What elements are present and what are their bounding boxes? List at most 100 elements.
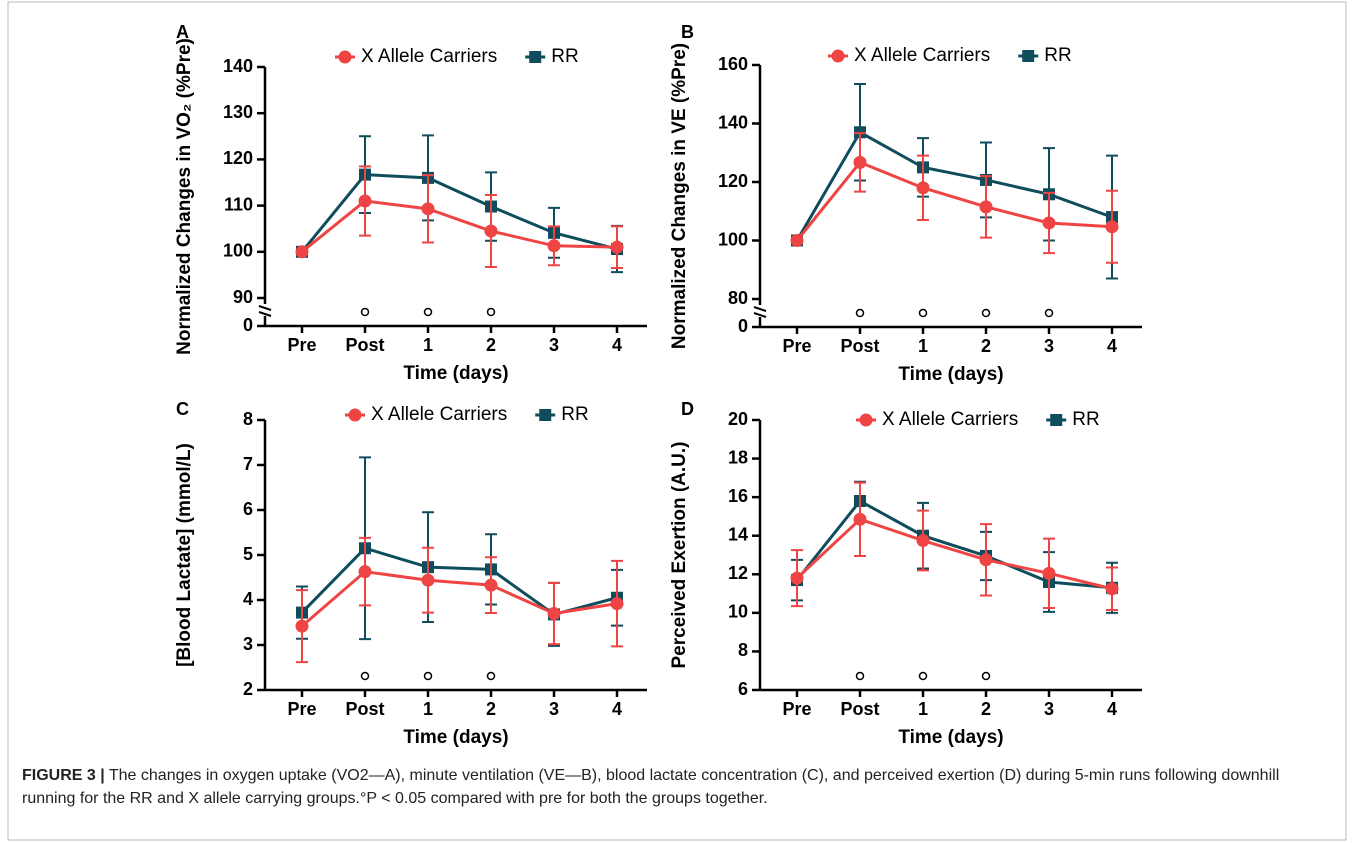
x-tick-label: 2 bbox=[486, 699, 496, 719]
y-tick-label: 140 bbox=[718, 112, 748, 132]
x-tick-label: Pre bbox=[287, 699, 316, 719]
significance-marker bbox=[981, 671, 991, 681]
significance-marker bbox=[918, 671, 928, 681]
x-tick-label: 3 bbox=[1044, 699, 1054, 719]
y-tick-label: 6 bbox=[243, 499, 253, 519]
y-tick-label: 6 bbox=[738, 679, 748, 699]
legend-marker bbox=[1022, 50, 1035, 62]
y-tick-label: 14 bbox=[728, 524, 748, 544]
significance-marker bbox=[486, 307, 496, 317]
x-tick-label: 1 bbox=[423, 335, 433, 355]
data-point bbox=[610, 597, 624, 611]
data-point bbox=[547, 239, 561, 253]
y-tick-label: 120 bbox=[718, 171, 748, 191]
x-tick-label: 1 bbox=[918, 699, 928, 719]
x-tick-label: 4 bbox=[612, 335, 622, 355]
data-point bbox=[790, 571, 804, 585]
data-point bbox=[916, 181, 930, 195]
significance-marker bbox=[1044, 308, 1054, 318]
x-tick-label: Pre bbox=[782, 336, 811, 356]
x-tick-label: 3 bbox=[549, 335, 559, 355]
data-point bbox=[979, 200, 993, 214]
x-tick-label: Post bbox=[345, 699, 384, 719]
significance-marker bbox=[486, 671, 496, 681]
series-line bbox=[301, 199, 618, 253]
panel-letter: B bbox=[681, 22, 694, 42]
series-line bbox=[301, 570, 618, 628]
legend-label: X Allele Carriers bbox=[361, 46, 497, 67]
data-point bbox=[295, 245, 309, 259]
series-line bbox=[795, 517, 1113, 591]
y-tick-label: 140 bbox=[223, 56, 253, 76]
data-point bbox=[358, 194, 372, 208]
y-tick-label: 5 bbox=[243, 544, 253, 564]
data-point bbox=[484, 578, 498, 592]
axis-break bbox=[258, 305, 272, 317]
y-tick-label: 160 bbox=[718, 54, 748, 74]
caption: FIGURE 3 | The changes in oxygen uptake … bbox=[22, 764, 1322, 810]
legend-label: X Allele Carriers bbox=[882, 409, 1018, 430]
significance-marker bbox=[855, 671, 865, 681]
x-tick-label: Pre bbox=[782, 699, 811, 719]
y-tick-label: 16 bbox=[728, 486, 748, 506]
y-tick-label: 130 bbox=[223, 102, 253, 122]
y-tick-label: 3 bbox=[243, 634, 253, 654]
y-tick-label: 0 bbox=[243, 315, 253, 335]
data-point bbox=[1042, 216, 1056, 230]
x-tick-label: 4 bbox=[1107, 699, 1117, 719]
data-point bbox=[853, 512, 867, 526]
panel-letter: A bbox=[176, 22, 189, 42]
data-point bbox=[484, 224, 498, 238]
data-point bbox=[421, 202, 435, 216]
data-point bbox=[790, 234, 804, 247]
y-tick-label: 100 bbox=[223, 241, 253, 261]
legend-label: RR bbox=[561, 404, 588, 425]
significance-marker bbox=[423, 671, 433, 681]
x-tick-label: 4 bbox=[1107, 336, 1117, 356]
x-tick-label: Pre bbox=[287, 335, 316, 355]
legend-marker bbox=[859, 413, 873, 427]
legend-marker bbox=[1050, 414, 1063, 426]
y-axis-label: Normalized Changes in VE (%Pre) bbox=[669, 43, 690, 349]
data-point bbox=[421, 573, 435, 587]
panel-letter: C bbox=[176, 399, 189, 419]
x-axis-label: Time (days) bbox=[898, 727, 1003, 748]
legend-label: X Allele Carriers bbox=[854, 45, 990, 66]
x-tick-label: 3 bbox=[1044, 336, 1054, 356]
data-point bbox=[547, 607, 561, 620]
series-line bbox=[795, 130, 1113, 242]
x-tick-label: Post bbox=[840, 699, 879, 719]
y-tick-label: 2 bbox=[243, 679, 253, 699]
y-axis-label: [Blood Lactate] (mmol/L) bbox=[174, 443, 195, 667]
caption-text: The changes in oxygen uptake (VO2—A), mi… bbox=[22, 767, 1280, 807]
y-tick-label: 0 bbox=[738, 316, 748, 336]
y-tick-label: 100 bbox=[718, 229, 748, 249]
x-tick-label: Post bbox=[345, 335, 384, 355]
x-axis-label: Time (days) bbox=[403, 727, 508, 748]
axis-break bbox=[753, 306, 767, 318]
y-tick-label: 20 bbox=[728, 409, 748, 429]
x-tick-label: 2 bbox=[486, 335, 496, 355]
data-point bbox=[979, 553, 993, 567]
significance-marker bbox=[918, 308, 928, 318]
data-point bbox=[1105, 220, 1119, 234]
y-tick-label: 110 bbox=[224, 194, 253, 214]
y-tick-label: 18 bbox=[728, 447, 748, 467]
legend-marker bbox=[348, 408, 362, 422]
legend-marker bbox=[338, 50, 352, 64]
legend-label: RR bbox=[1044, 45, 1071, 66]
caption-label: FIGURE 3 | bbox=[22, 767, 105, 784]
y-tick-label: 7 bbox=[243, 454, 253, 474]
panel-letter: D bbox=[681, 399, 694, 419]
y-tick-label: 120 bbox=[223, 148, 253, 168]
x-tick-label: 4 bbox=[612, 699, 622, 719]
legend-marker bbox=[529, 51, 542, 63]
x-axis-label: Time (days) bbox=[403, 363, 508, 384]
y-axis-label: Perceived Exertion (A.U.) bbox=[669, 441, 690, 668]
data-point bbox=[610, 240, 624, 254]
data-point bbox=[1105, 582, 1119, 596]
legend-label: RR bbox=[1072, 409, 1099, 430]
x-tick-label: 2 bbox=[981, 336, 991, 356]
significance-marker bbox=[423, 307, 433, 317]
